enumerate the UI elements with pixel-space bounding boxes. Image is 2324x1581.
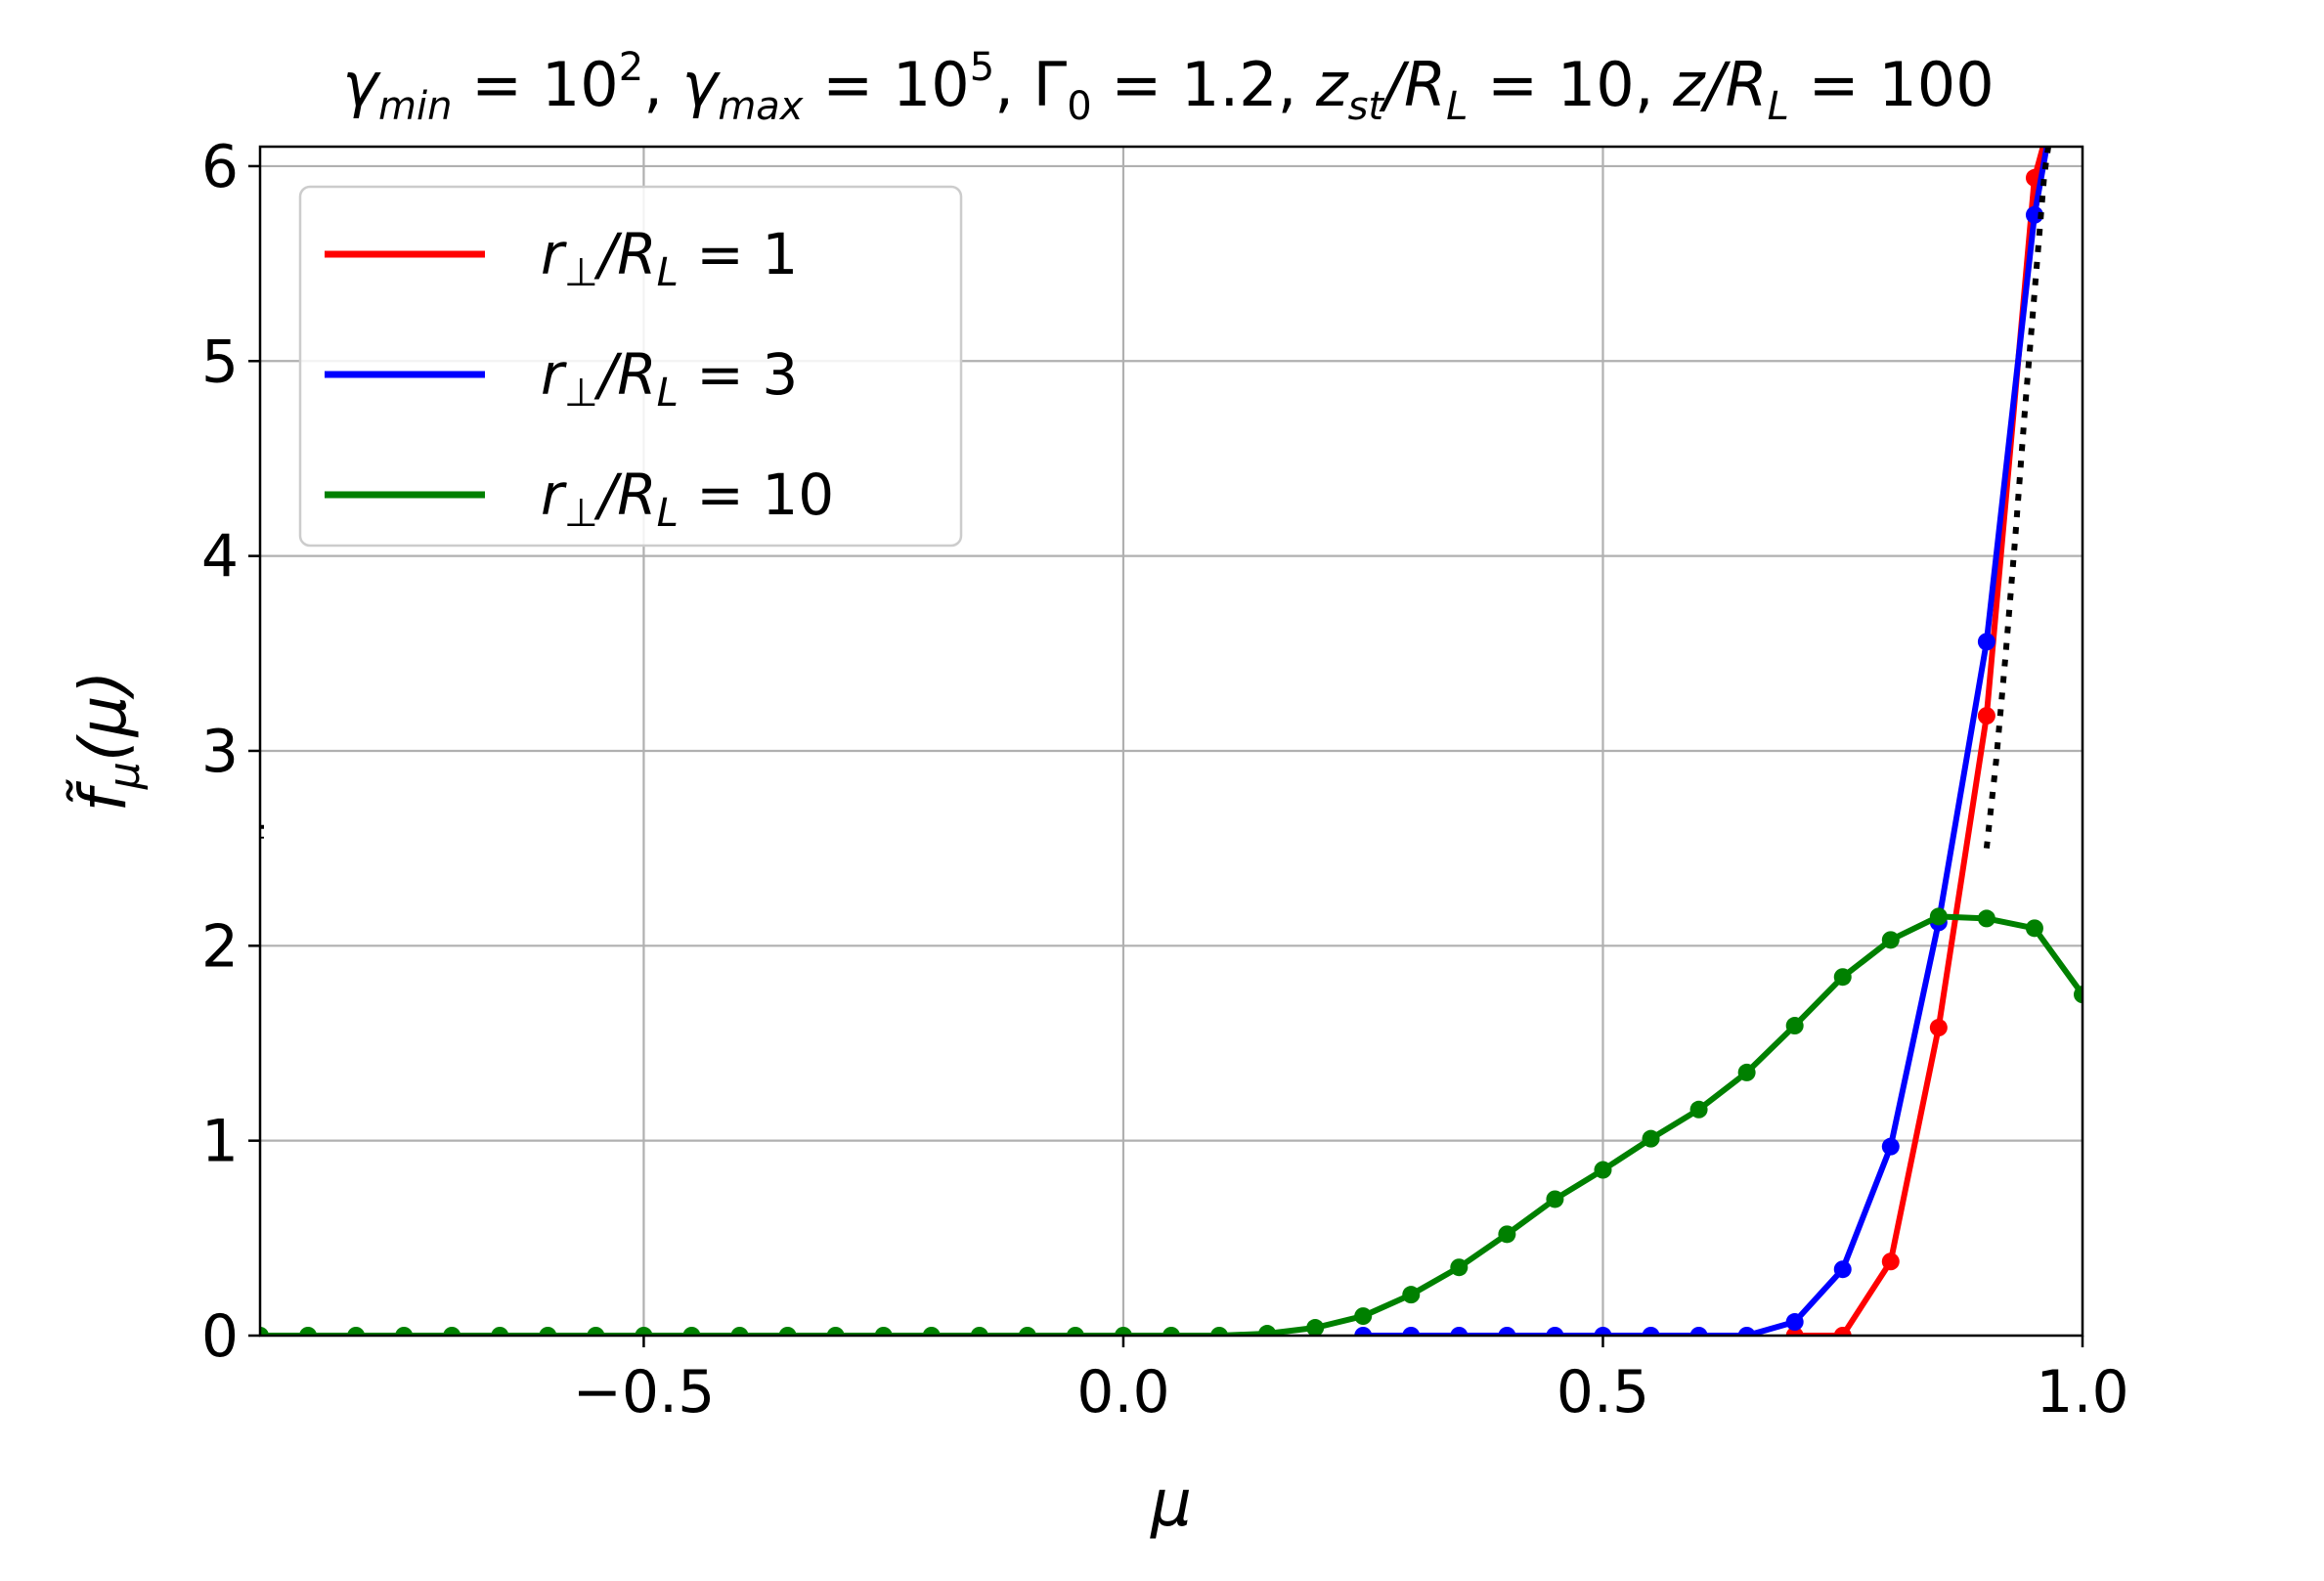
x-tick-label: 0.5 <box>1557 1358 1649 1427</box>
data-point <box>1977 707 1995 725</box>
data-point <box>1210 1327 1229 1336</box>
series-1 <box>1785 147 2046 1336</box>
data-point <box>1689 1100 1708 1119</box>
axis-ticks: −0.5 0.0 0.5 1.0 0 1 2 3 4 5 6 <box>201 133 2129 1427</box>
data-point <box>1354 1327 1373 1336</box>
data-point <box>1833 1260 1852 1279</box>
data-point <box>1881 931 1900 949</box>
data-point <box>2025 205 2043 224</box>
data-point <box>1642 1129 1660 1148</box>
data-point <box>260 1327 269 1336</box>
grid-lines <box>260 147 2084 1338</box>
data-point <box>347 1327 366 1336</box>
data-point <box>1258 1325 1277 1336</box>
y-tick-label: 5 <box>201 328 239 396</box>
data-point <box>491 1327 509 1336</box>
series-line <box>1363 147 2050 1336</box>
data-point <box>922 1327 941 1336</box>
reference-dotted-line <box>1983 147 2052 849</box>
series-line <box>260 913 2083 1336</box>
data-point <box>587 1327 605 1336</box>
y-tick-label: 1 <box>201 1108 239 1176</box>
legend-entry: r⊥/RL = 1 <box>325 221 798 295</box>
y-tick-label: 0 <box>201 1302 239 1371</box>
data-point <box>1018 1327 1036 1336</box>
data-point <box>1066 1327 1084 1336</box>
y-tick-label: 2 <box>201 912 239 981</box>
data-point <box>539 1327 557 1336</box>
data-point <box>1450 1327 1469 1336</box>
data-point <box>1833 968 1852 987</box>
data-point <box>1833 1327 1852 1336</box>
y-tick-label: 4 <box>201 523 239 592</box>
x-tick-label: 1.0 <box>2036 1358 2128 1427</box>
series-layer <box>260 147 2083 1336</box>
data-point <box>1977 633 1995 651</box>
x-axis-label: μ <box>1150 1466 1192 1541</box>
data-point <box>1881 1252 1900 1271</box>
data-point <box>1546 1327 1564 1336</box>
data-point <box>1737 1063 1756 1081</box>
plot-frame <box>258 145 2084 1338</box>
data-point <box>1881 1137 1900 1156</box>
data-point <box>395 1327 414 1336</box>
data-point <box>1929 907 1948 926</box>
legend-entry: r⊥/RL = 3 <box>325 341 798 416</box>
legend-box <box>298 185 963 548</box>
series-3 <box>260 907 2083 1336</box>
legend-entry: r⊥/RL = 10 <box>325 461 834 536</box>
data-point <box>1114 1327 1132 1336</box>
data-point <box>730 1327 749 1336</box>
data-point <box>1498 1327 1516 1336</box>
data-point <box>1594 1327 1612 1336</box>
data-point <box>1594 1161 1612 1179</box>
data-point <box>635 1327 653 1336</box>
data-point <box>874 1327 893 1336</box>
x-tick-label: 0.0 <box>1076 1358 1169 1427</box>
data-point <box>1162 1327 1180 1336</box>
legend-label: r⊥/RL = 3 <box>541 341 798 416</box>
legend: r⊥/RL = 1 r⊥/RL = 3 r⊥/RL = 10 <box>298 185 963 548</box>
data-point <box>1546 1190 1564 1208</box>
data-point <box>682 1327 701 1336</box>
data-point <box>1402 1327 1421 1336</box>
series-2 <box>1354 147 2050 1336</box>
data-point <box>1354 1307 1373 1326</box>
data-point <box>443 1327 461 1336</box>
data-point <box>970 1327 988 1336</box>
data-point <box>1642 1327 1660 1336</box>
data-point <box>1498 1225 1516 1244</box>
data-point <box>778 1327 797 1336</box>
data-point <box>1689 1327 1708 1336</box>
legend-label: r⊥/RL = 1 <box>541 221 798 295</box>
data-point <box>1450 1258 1469 1277</box>
data-point <box>1306 1319 1325 1336</box>
data-point <box>2025 919 2043 938</box>
y-axis-label: f̃μ(μ) <box>66 671 150 812</box>
y-tick-label: 6 <box>201 133 239 201</box>
data-point <box>2074 986 2083 1004</box>
reference-line-layer <box>1983 147 2052 849</box>
data-point <box>1977 909 1995 928</box>
data-point <box>826 1327 845 1336</box>
data-point <box>1737 1327 1756 1336</box>
data-point <box>299 1327 318 1336</box>
data-point <box>1785 1017 1804 1035</box>
data-point <box>1929 1019 1948 1037</box>
y-tick-label: 3 <box>201 718 239 786</box>
legend-label: r⊥/RL = 10 <box>541 461 834 536</box>
chart-title: γmin = 102, γmax = 105, Γ0 = 1.2, zst/RL… <box>342 45 1994 129</box>
x-tick-label: −0.5 <box>573 1358 716 1427</box>
data-point <box>1402 1286 1421 1304</box>
data-point <box>1785 1313 1804 1332</box>
